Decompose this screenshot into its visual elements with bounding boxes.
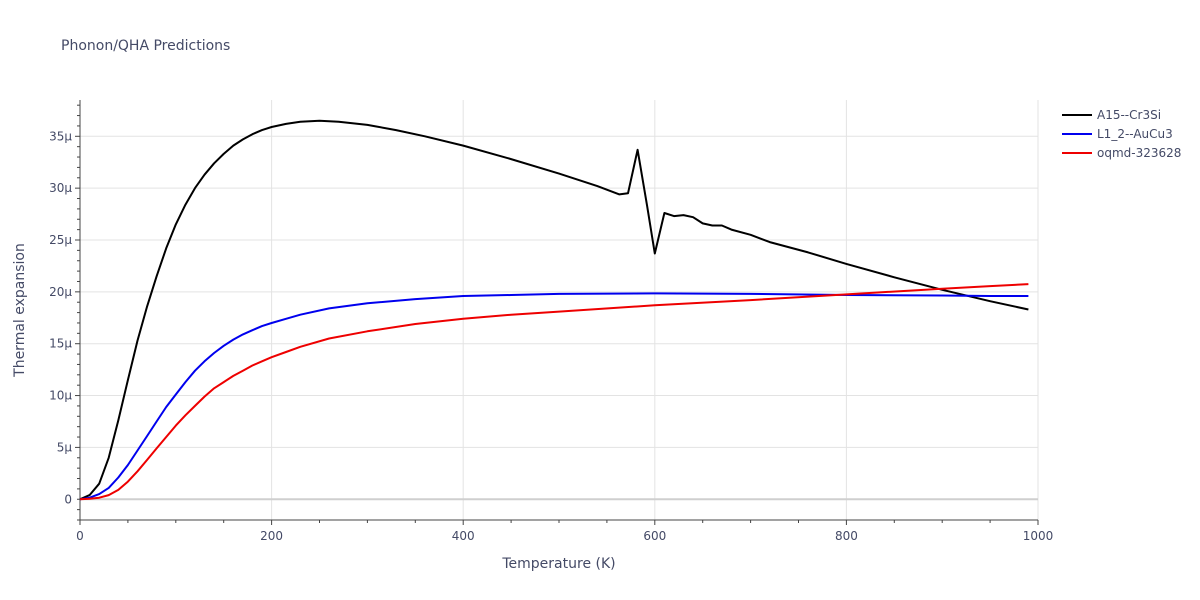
plot-area (79, 119, 1029, 501)
series-line-1 (79, 292, 1029, 501)
legend-item-2[interactable]: oqmd-323628 (1062, 146, 1181, 160)
x-tick-label: 800 (835, 529, 858, 543)
series-line-2 (79, 283, 1029, 501)
y-axis-label: Thermal expansion (12, 243, 28, 378)
legend-item-0[interactable]: A15--Cr3Si (1062, 108, 1161, 122)
y-tick-label: 35μ (49, 129, 72, 143)
x-tick-label: 400 (452, 529, 475, 543)
y-tick-label: 0 (64, 492, 72, 506)
series-line-0 (79, 119, 1029, 501)
y-tick-label: 15μ (49, 337, 72, 351)
y-tick-label: 10μ (49, 389, 72, 403)
x-tick-label: 600 (643, 529, 666, 543)
axes: 0 200 400 600 800 1000 0 5μ 10μ 15μ 20μ 25μ 30μ 35μ (49, 100, 1053, 543)
legend-label: oqmd-323628 (1097, 146, 1181, 160)
y-tick-label: 25μ (49, 233, 72, 247)
x-tick-label: 1000 (1023, 529, 1054, 543)
x-tick-label: 0 (76, 529, 84, 543)
y-tick-label: 20μ (49, 285, 72, 299)
y-tick-label: 5μ (57, 440, 73, 454)
legend[interactable]: A15--Cr3Si L1_2--AuCu3 oqmd-323628 (1062, 108, 1181, 160)
chart-title: Phonon/QHA Predictions (61, 38, 230, 54)
y-tick-label: 30μ (49, 181, 72, 195)
legend-item-1[interactable]: L1_2--AuCu3 (1062, 127, 1173, 141)
legend-label: L1_2--AuCu3 (1097, 127, 1173, 141)
x-tick-label: 200 (260, 529, 283, 543)
legend-label: A15--Cr3Si (1097, 108, 1161, 122)
x-axis-label: Temperature (K) (501, 556, 615, 572)
